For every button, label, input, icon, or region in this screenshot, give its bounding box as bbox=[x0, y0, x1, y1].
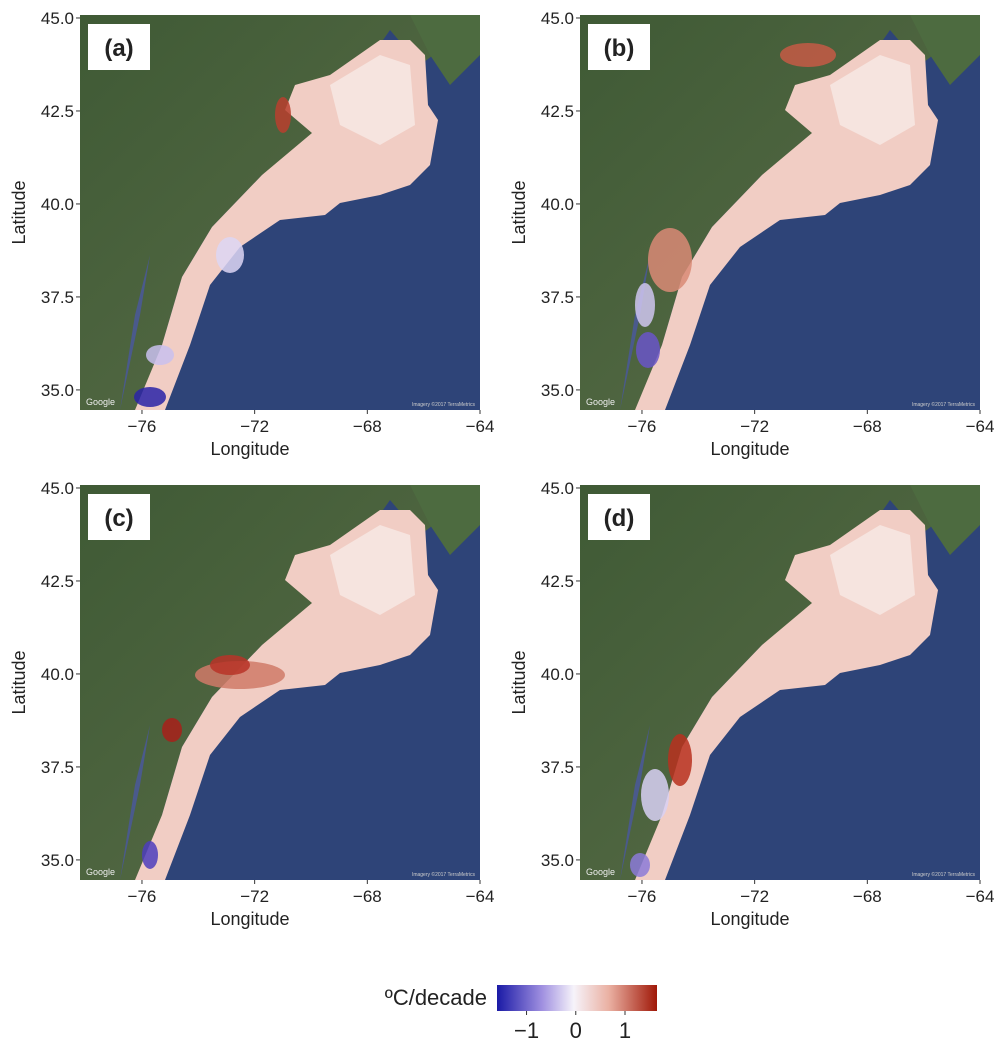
y-axis-title: Latitude bbox=[509, 180, 529, 244]
panel-label-box bbox=[88, 24, 150, 70]
y-tick-label: 45.0 bbox=[41, 479, 74, 498]
x-tick-label: −72 bbox=[240, 887, 269, 906]
colorbar-tick-label: 0 bbox=[570, 1018, 582, 1043]
y-tick-label: 40.0 bbox=[541, 665, 574, 684]
map-image bbox=[580, 485, 980, 880]
y-tick-label: 42.5 bbox=[541, 102, 574, 121]
panel-label: (b) bbox=[604, 35, 635, 62]
trend-patch bbox=[668, 734, 692, 786]
y-axis-title: Latitude bbox=[509, 650, 529, 714]
x-tick-label: −76 bbox=[628, 417, 657, 436]
map-panel: (b) Google Imagery ©2017 TerraMetrics −76 −7… bbox=[509, 9, 994, 459]
y-tick-label: 37.5 bbox=[41, 758, 74, 777]
google-logo: Google bbox=[86, 397, 115, 407]
map-image bbox=[80, 485, 480, 880]
x-axis-title: Longitude bbox=[210, 909, 289, 929]
y-tick-label: 35.0 bbox=[41, 381, 74, 400]
panel-label-box bbox=[88, 494, 150, 540]
x-tick-label: −76 bbox=[128, 887, 157, 906]
y-tick-label: 35.0 bbox=[541, 851, 574, 870]
panel-label: (c) bbox=[104, 505, 133, 532]
y-tick-label: 40.0 bbox=[541, 195, 574, 214]
imagery-credit: Imagery ©2017 TerraMetrics bbox=[912, 401, 976, 408]
colorbar-tick-label: −1 bbox=[514, 1018, 539, 1043]
x-tick-label: −72 bbox=[240, 417, 269, 436]
google-logo: Google bbox=[586, 867, 615, 877]
trend-patch bbox=[635, 283, 655, 327]
y-tick-label: 45.0 bbox=[541, 479, 574, 498]
x-axis-title: Longitude bbox=[210, 439, 289, 459]
x-tick-label: −68 bbox=[853, 417, 882, 436]
y-tick-label: 45.0 bbox=[541, 9, 574, 28]
y-tick-label: 42.5 bbox=[41, 572, 74, 591]
y-tick-label: 42.5 bbox=[41, 102, 74, 121]
trend-patch bbox=[146, 345, 174, 365]
colorbar: ºC/decade −1 0 1 bbox=[385, 985, 657, 1043]
panel-label-box bbox=[588, 494, 650, 540]
x-tick-label: −72 bbox=[740, 417, 769, 436]
x-tick-label: −64 bbox=[966, 887, 995, 906]
x-tick-label: −76 bbox=[128, 417, 157, 436]
x-tick-label: −64 bbox=[466, 417, 495, 436]
panel-label-box bbox=[588, 24, 650, 70]
trend-patch bbox=[216, 237, 244, 273]
trend-patch bbox=[648, 228, 692, 292]
panels: (a) Google Imagery ©2017 TerraMetrics −76 −7… bbox=[9, 9, 994, 929]
y-tick-label: 35.0 bbox=[41, 851, 74, 870]
y-tick-label: 42.5 bbox=[541, 572, 574, 591]
colorbar-tick-label: 1 bbox=[619, 1018, 631, 1043]
x-tick-label: −76 bbox=[628, 887, 657, 906]
trend-patch bbox=[630, 853, 650, 877]
y-tick-label: 35.0 bbox=[541, 381, 574, 400]
trend-patch bbox=[142, 841, 158, 869]
x-tick-label: −68 bbox=[353, 887, 382, 906]
map-panel: (d) Google Imagery ©2017 TerraMetrics −76 −7… bbox=[509, 479, 994, 929]
trend-patch bbox=[134, 387, 166, 407]
y-tick-label: 37.5 bbox=[41, 288, 74, 307]
y-tick-label: 37.5 bbox=[541, 288, 574, 307]
google-logo: Google bbox=[586, 397, 615, 407]
x-tick-label: −68 bbox=[353, 417, 382, 436]
y-tick-label: 37.5 bbox=[541, 758, 574, 777]
y-axis-title: Latitude bbox=[9, 650, 29, 714]
trend-patch bbox=[636, 332, 660, 368]
trend-patch bbox=[780, 43, 836, 67]
colorbar-label: ºC/decade bbox=[385, 985, 487, 1010]
trend-patch bbox=[641, 769, 669, 821]
map-image bbox=[80, 15, 480, 410]
trend-patch bbox=[162, 718, 182, 742]
y-axis-title: Latitude bbox=[9, 180, 29, 244]
x-tick-label: −64 bbox=[966, 417, 995, 436]
panel-label: (a) bbox=[104, 35, 133, 62]
trend-patch bbox=[210, 655, 250, 675]
x-axis-title: Longitude bbox=[710, 439, 789, 459]
imagery-credit: Imagery ©2017 TerraMetrics bbox=[412, 871, 476, 878]
trend-patch bbox=[275, 97, 291, 133]
map-panel: (a) Google Imagery ©2017 TerraMetrics −76 −7… bbox=[9, 9, 494, 459]
x-tick-label: −64 bbox=[466, 887, 495, 906]
y-tick-label: 45.0 bbox=[41, 9, 74, 28]
imagery-credit: Imagery ©2017 TerraMetrics bbox=[912, 871, 976, 878]
panel-label: (d) bbox=[604, 505, 635, 532]
colorbar-gradient bbox=[497, 985, 657, 1011]
x-tick-label: −72 bbox=[740, 887, 769, 906]
map-panel: (c) Google Imagery ©2017 TerraMetrics −76 −7… bbox=[9, 479, 494, 929]
y-tick-label: 40.0 bbox=[41, 665, 74, 684]
y-tick-label: 40.0 bbox=[41, 195, 74, 214]
x-tick-label: −68 bbox=[853, 887, 882, 906]
google-logo: Google bbox=[86, 867, 115, 877]
x-axis-title: Longitude bbox=[710, 909, 789, 929]
imagery-credit: Imagery ©2017 TerraMetrics bbox=[412, 401, 476, 408]
